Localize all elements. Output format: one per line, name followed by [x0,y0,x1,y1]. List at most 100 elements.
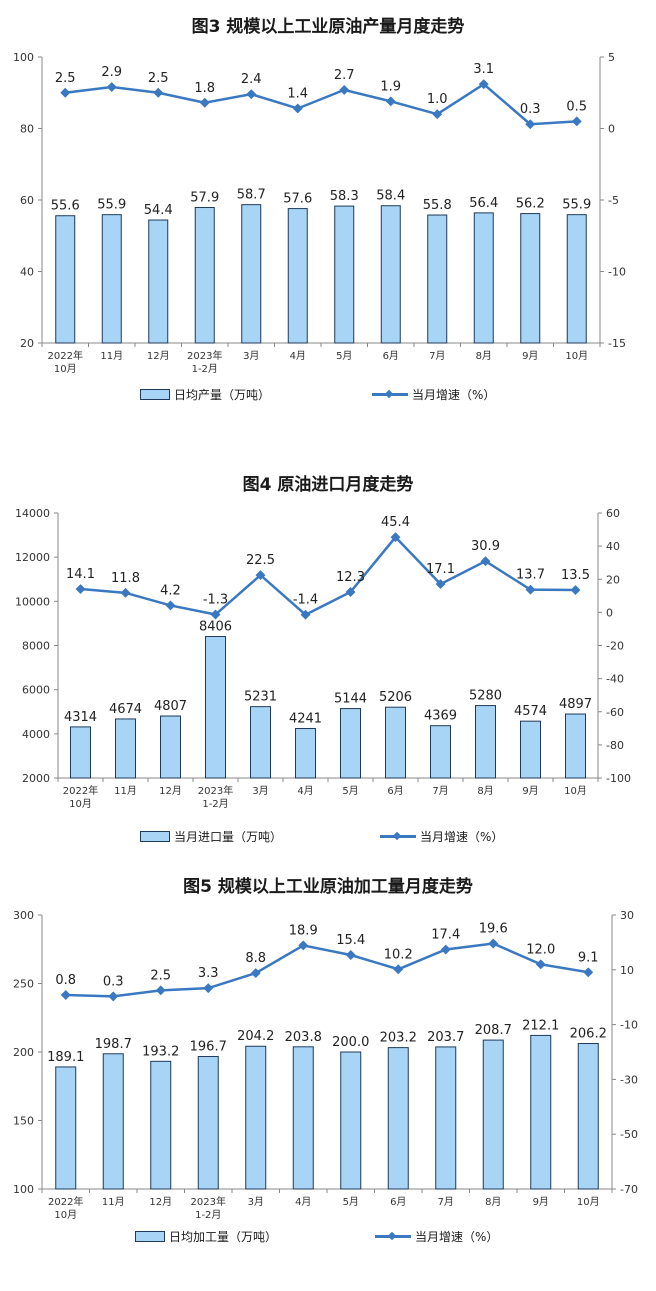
bar-value-label: 203.8 [285,1030,322,1045]
x-tick-label: 7月 [432,785,448,797]
right-tick-label: -80 [606,739,624,752]
growth-point [246,89,257,100]
right-tick-label: 0 [606,606,613,619]
x-tick-label: 10月 [54,1209,77,1221]
legend-bar-label: 日均加工量（万吨） [169,1230,278,1244]
bar [241,204,262,344]
growth-value-label: 1.0 [427,92,448,107]
x-tick-label: 4月 [290,350,306,362]
bar-value-label: 5280 [469,689,502,704]
x-tick-label: 1-2月 [192,363,218,375]
growth-value-label: 0.8 [55,973,76,988]
legend-bar-swatch [140,389,170,400]
right-tick-label: -30 [620,1073,638,1086]
x-tick-label: 12月 [159,785,182,797]
growth-point [525,119,536,130]
growth-value-label: 11.8 [111,571,140,586]
growth-point [385,96,396,107]
bar-value-label: 200.0 [332,1035,369,1050]
bar [292,1046,314,1190]
x-tick-label: 5月 [342,785,358,797]
left-tick-label: 250 [13,978,34,991]
growth-value-label: 2.9 [101,65,122,80]
bar [205,636,226,779]
growth-value-label: 9.1 [578,950,599,965]
right-tick-label: 0 [608,123,615,136]
growth-point [583,967,594,978]
legend-bar-label: 日均产量（万吨） [174,388,271,402]
x-tick-label: 1-2月 [195,1209,221,1221]
bar-value-label: 58.3 [330,189,359,204]
chart-crude-oil-output: 图3 规模以上工业原油产量月度走势 20 40 60 80 100 -15 -10 -5 0 5 2… [0,0,656,420]
growth-point [571,116,582,127]
bar [55,215,76,344]
growth-value-label: 13.7 [516,568,545,583]
left-tick-label: 100 [13,1183,34,1196]
bar [194,207,215,344]
x-tick-label: 6月 [390,1196,406,1208]
bar-value-label: 204.2 [237,1029,274,1044]
growth-value-label: 8.8 [245,951,266,966]
left-tick-label: 300 [13,909,34,922]
left-tick-label: 40 [20,266,34,279]
legend-bar: 日均产量（万吨） [140,386,270,403]
x-tick-label: 2023年 [198,784,233,797]
bar [520,213,541,344]
growth-value-label: 2.7 [334,68,355,83]
growth-point [488,938,499,949]
right-tick-label: -50 [620,1128,638,1141]
bar [340,708,361,779]
chart-crude-oil-processing: 图5 规模以上工业原油加工量月度走势 100 150 200 250 300 -70 -50… [0,862,656,1262]
x-tick-label: 8月 [485,1196,501,1208]
bar-value-label: 212.1 [522,1018,559,1033]
bar-value-label: 55.6 [51,199,80,214]
bar [102,1053,124,1190]
legend-bar: 日均加工量（万吨） [135,1228,277,1245]
growth-point [570,585,581,595]
x-tick-label: 11月 [102,1196,125,1208]
bar [565,713,586,779]
bar-value-label: 8406 [199,620,232,635]
right-tick-label: -15 [608,337,626,350]
growth-value-label: 19.6 [479,921,508,936]
growth-point [339,84,350,95]
growth-value-label: 45.4 [381,515,410,530]
growth-value-label: 17.1 [426,562,455,577]
left-tick-label: 2000 [22,772,50,785]
bar-value-label: 4241 [289,712,322,727]
x-tick-label: 7月 [438,1196,454,1208]
left-tick-label: 12000 [15,551,50,564]
bar [295,728,316,779]
x-tick-label: 8月 [477,785,493,797]
growth-value-label: 18.9 [289,923,318,938]
growth-value-label: 12.0 [526,942,555,957]
legend-line-swatch [380,832,416,841]
growth-value-label: 14.1 [66,567,95,582]
bar [435,1046,457,1190]
bar-value-label: 208.7 [475,1023,512,1038]
growth-point [120,587,131,598]
chart-title: 图3 规模以上工业原油产量月度走势 [191,17,465,37]
bar-value-label: 198.7 [95,1037,132,1052]
x-tick-label: 2022年 [48,1195,83,1208]
x-tick-label: 3月 [243,350,259,362]
bar-value-label: 58.7 [237,188,266,203]
bar [566,214,587,344]
growth-value-label: -1.4 [293,593,318,608]
x-tick-label: 6月 [387,785,403,797]
legend-line: 当月增速（%） [380,828,503,845]
left-tick-label: 10000 [15,595,50,608]
bar-value-label: 4674 [109,702,142,717]
chart-title: 图4 原油进口月度走势 [242,475,414,495]
left-tick-label: 4000 [22,728,50,741]
bar [473,212,494,344]
bar-value-label: 55.8 [423,198,452,213]
left-tick-label: 20 [20,337,34,350]
growth-point [75,584,86,594]
chart-title: 图5 规模以上工业原油加工量月度走势 [183,877,473,897]
growth-value-label: 0.3 [103,974,124,989]
x-tick-label: 2023年 [191,1195,226,1208]
bar [160,715,181,779]
growth-value-label: 1.4 [287,86,308,101]
bar-value-label: 189.1 [47,1050,84,1065]
